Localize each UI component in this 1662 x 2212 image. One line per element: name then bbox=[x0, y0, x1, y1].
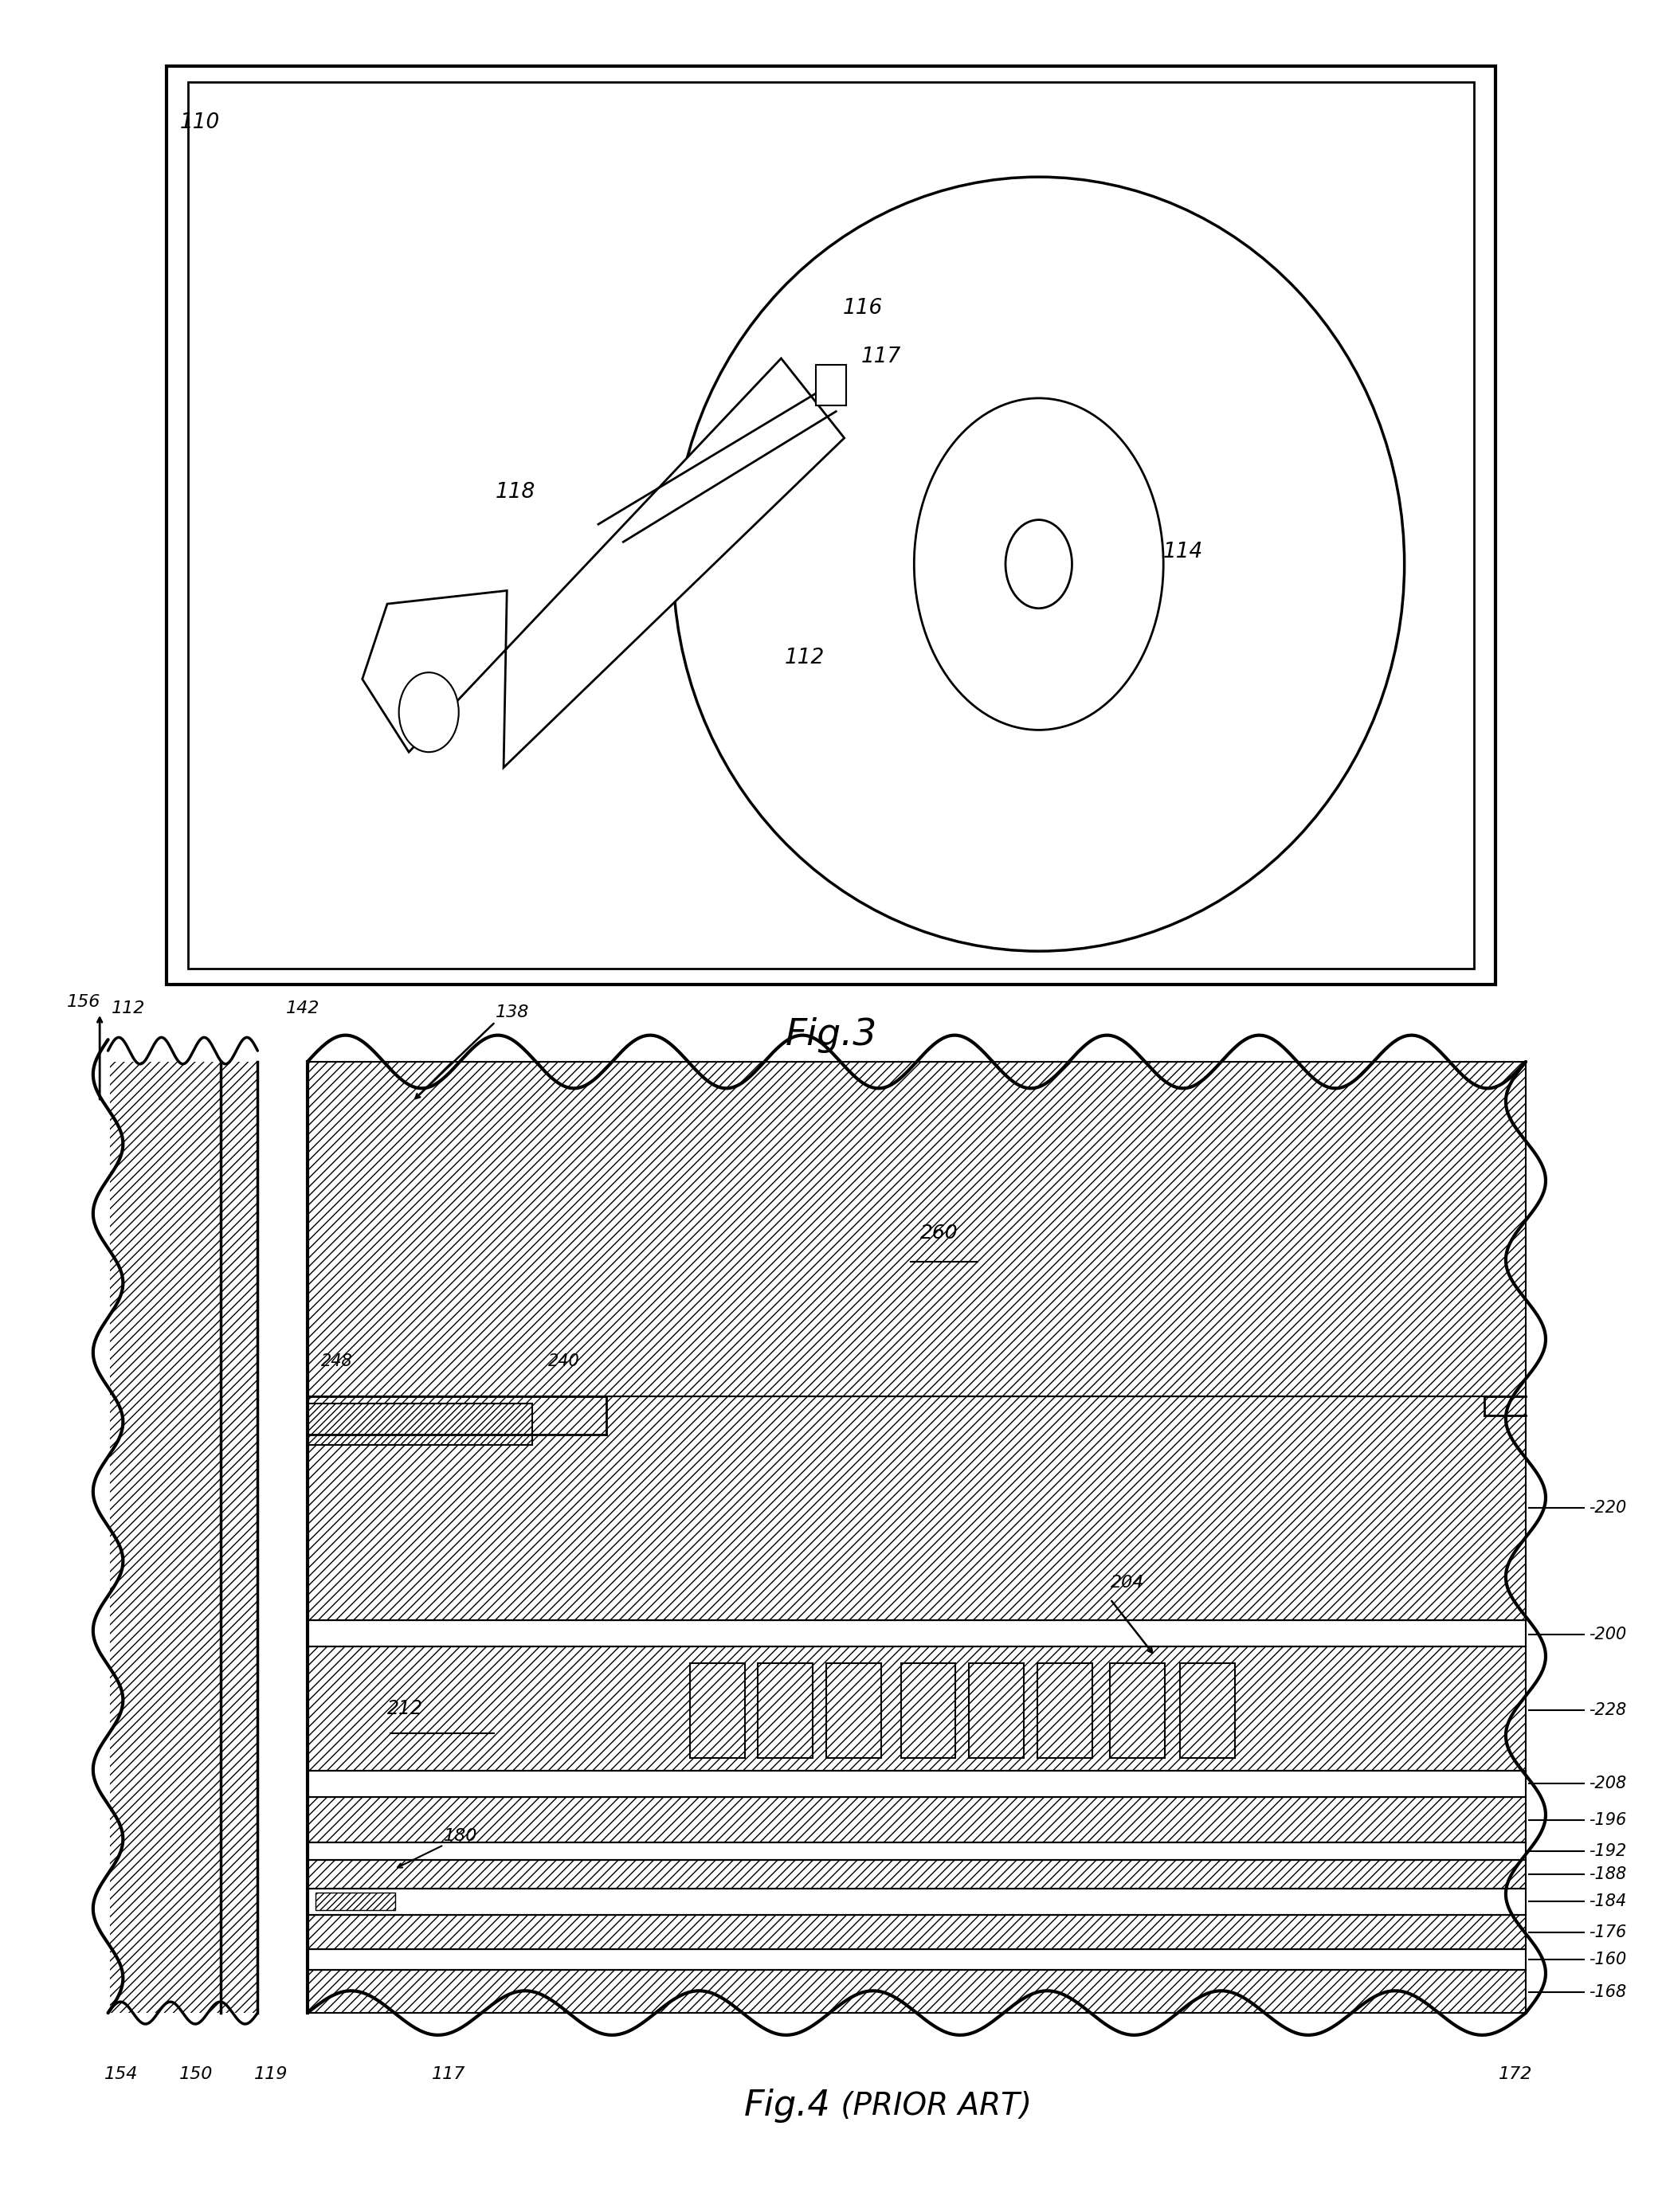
Text: 118: 118 bbox=[495, 482, 535, 502]
Text: 142: 142 bbox=[286, 1000, 319, 1015]
Bar bbox=[758, 1663, 813, 1759]
Text: -200: -200 bbox=[1589, 1626, 1627, 1641]
Text: 119: 119 bbox=[686, 526, 726, 546]
Bar bbox=[188, 82, 1474, 969]
Text: -184: -184 bbox=[1589, 1893, 1627, 1909]
Text: 112: 112 bbox=[111, 1000, 145, 1015]
Text: -188: -188 bbox=[1589, 1867, 1627, 1882]
Bar bbox=[307, 1843, 1526, 1860]
Bar bbox=[307, 1646, 1526, 1770]
Bar bbox=[969, 1663, 1024, 1759]
Text: 138: 138 bbox=[495, 1004, 529, 1020]
Bar bbox=[221, 1062, 258, 2013]
Text: 150: 150 bbox=[179, 2066, 213, 2081]
Ellipse shape bbox=[673, 177, 1404, 951]
Circle shape bbox=[914, 398, 1163, 730]
Text: -196: -196 bbox=[1589, 1812, 1627, 1827]
Text: 112: 112 bbox=[784, 648, 824, 668]
Text: 172: 172 bbox=[1499, 2066, 1532, 2081]
Circle shape bbox=[399, 672, 459, 752]
Text: -176: -176 bbox=[1589, 1924, 1627, 1940]
Polygon shape bbox=[362, 358, 844, 768]
Text: 240: 240 bbox=[548, 1354, 580, 1369]
Bar bbox=[316, 1893, 396, 1911]
Text: -160: -160 bbox=[1589, 1951, 1627, 1969]
Bar bbox=[307, 1796, 1526, 1843]
Bar bbox=[307, 1062, 1526, 1396]
Text: -208: -208 bbox=[1589, 1776, 1627, 1792]
Bar bbox=[901, 1663, 956, 1759]
Text: 204: 204 bbox=[1110, 1575, 1143, 1590]
Text: 110: 110 bbox=[179, 113, 219, 133]
Text: (PRIOR ART): (PRIOR ART) bbox=[831, 2090, 1032, 2121]
Text: 114: 114 bbox=[1163, 542, 1203, 562]
Bar bbox=[307, 1916, 1526, 1949]
Text: -228: -228 bbox=[1589, 1703, 1627, 1719]
Text: 156: 156 bbox=[66, 993, 100, 1009]
Bar bbox=[307, 1949, 1526, 1971]
Bar bbox=[307, 1619, 1526, 1646]
Text: 154: 154 bbox=[105, 2066, 138, 2081]
Bar bbox=[307, 1402, 532, 1444]
Bar bbox=[166, 66, 1496, 984]
Bar bbox=[1110, 1663, 1165, 1759]
Bar bbox=[690, 1663, 745, 1759]
Bar bbox=[307, 1396, 1526, 1619]
Text: 117: 117 bbox=[861, 347, 901, 367]
Bar bbox=[826, 1663, 881, 1759]
Text: 248: 248 bbox=[321, 1354, 352, 1369]
Text: 119: 119 bbox=[254, 2066, 288, 2081]
Bar bbox=[307, 1860, 1526, 1889]
Bar bbox=[307, 1889, 1526, 1916]
Bar bbox=[307, 1971, 1526, 2013]
Bar bbox=[307, 1770, 1526, 1796]
Text: -192: -192 bbox=[1589, 1843, 1627, 1860]
Text: -220: -220 bbox=[1589, 1500, 1627, 1515]
Text: 117: 117 bbox=[432, 2066, 465, 2081]
Bar bbox=[110, 1062, 221, 2013]
Text: 116: 116 bbox=[843, 299, 883, 319]
Bar bbox=[1180, 1663, 1235, 1759]
Circle shape bbox=[1006, 520, 1072, 608]
Text: Fig.4: Fig.4 bbox=[745, 2088, 831, 2124]
Text: Fig.3: Fig.3 bbox=[784, 1018, 878, 1053]
Text: 180: 180 bbox=[444, 1827, 477, 1845]
Text: -168: -168 bbox=[1589, 1984, 1627, 2000]
Text: 260: 260 bbox=[921, 1223, 957, 1243]
Text: 212: 212 bbox=[387, 1699, 424, 1719]
Bar bbox=[1037, 1663, 1092, 1759]
